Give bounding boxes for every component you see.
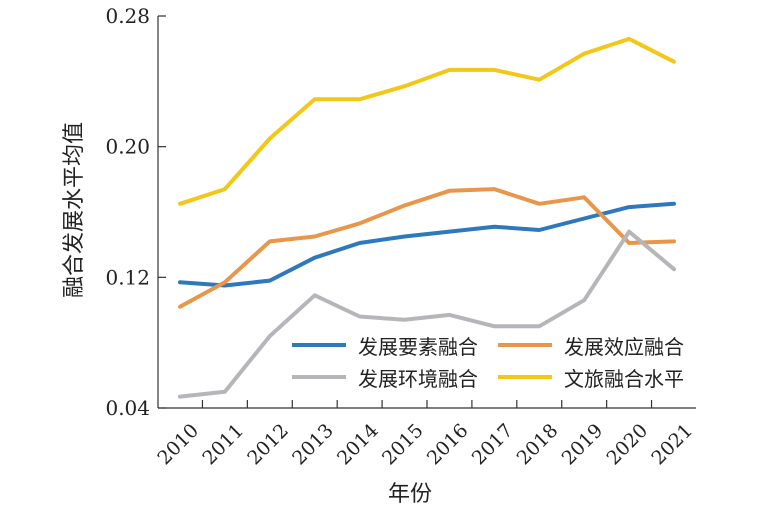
x-tick-label: 2021 — [647, 420, 697, 470]
y-tick-label: 0.28 — [105, 4, 150, 28]
x-tick-label: 2015 — [378, 420, 428, 470]
x-tick-label: 2011 — [198, 420, 248, 470]
x-tick-label: 2016 — [423, 420, 473, 470]
x-tick-label: 2018 — [513, 420, 563, 470]
x-tick-label: 2017 — [468, 420, 518, 470]
legend: 发展要素融合 发展效应融合 发展环境融合 文旅融合水平 — [292, 328, 712, 398]
series-line-3 — [178, 36, 676, 206]
y-tick-label: 0.04 — [105, 396, 150, 420]
legend-label-integration: 文旅融合水平 — [564, 366, 684, 391]
legend-item-factor: 发展要素融合 — [292, 330, 478, 360]
legend-item-environment: 发展环境融合 — [292, 362, 478, 392]
y-axis-label: 融合发展水平均值 — [62, 121, 87, 299]
legend-label-factor: 发展要素融合 — [358, 334, 478, 359]
x-tick-label: 2014 — [333, 420, 383, 470]
x-tick-label: 2012 — [243, 420, 293, 470]
x-tick-label: 2020 — [602, 420, 652, 470]
y-tick-label: 0.20 — [105, 135, 150, 159]
y-axis-label-container: 融合发展水平均值 — [52, 90, 92, 330]
legend-item-effect: 发展效应融合 — [498, 330, 684, 360]
series-line-1 — [178, 187, 676, 309]
series-line-0 — [178, 201, 676, 288]
series-line-2 — [178, 229, 676, 399]
legend-swatch-integration — [498, 375, 552, 379]
x-axis-label: 年份 — [387, 482, 432, 507]
legend-swatch-environment — [292, 375, 346, 379]
legend-label-environment: 发展环境融合 — [358, 366, 478, 391]
legend-item-integration: 文旅融合水平 — [498, 362, 684, 392]
x-tick-label: 2013 — [288, 420, 338, 470]
legend-swatch-factor — [292, 343, 346, 347]
legend-label-effect: 发展效应融合 — [564, 334, 684, 359]
x-tick-label: 2019 — [558, 420, 608, 470]
legend-swatch-effect — [498, 343, 552, 347]
x-tick-label: 2010 — [153, 420, 203, 470]
series-lines — [178, 36, 676, 399]
y-tick-label: 0.12 — [105, 265, 150, 289]
